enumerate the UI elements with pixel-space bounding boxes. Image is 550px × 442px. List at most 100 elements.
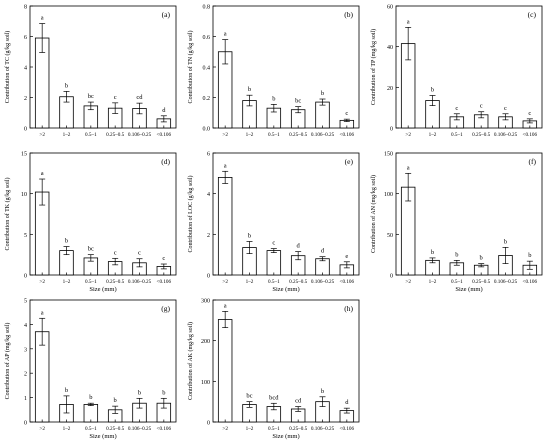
y-axis-label: Contribution of TK (g/kg soil) xyxy=(4,178,11,251)
x-tick-label: >2 xyxy=(222,426,228,432)
y-tick-label: 2 xyxy=(24,96,27,102)
significance-letter: d xyxy=(162,107,166,114)
y-tick-label: 0 xyxy=(207,274,210,280)
x-tick-label: 1–2 xyxy=(246,426,254,432)
y-axis-label: Contribution of AN (mg/kg soil) xyxy=(370,175,377,253)
x-tick-label: 0.5–1 xyxy=(451,279,463,285)
x-tick-label: 0.25–0.5 xyxy=(472,132,491,138)
x-tick-label: 1–2 xyxy=(429,132,437,138)
y-tick-label: 0.8 xyxy=(203,5,211,11)
x-tick-label: >2 xyxy=(405,279,411,285)
significance-letter: bc xyxy=(88,246,94,253)
x-tick-label: <0.106 xyxy=(523,132,538,138)
significance-letter: e xyxy=(345,253,348,260)
significance-letter: b xyxy=(455,251,458,258)
significance-letter: c xyxy=(162,255,165,262)
x-tick-label: <0.106 xyxy=(157,132,172,138)
panel-label: (g) xyxy=(161,304,170,313)
x-tick-label: <0.106 xyxy=(340,426,355,432)
significance-letter: c xyxy=(480,103,483,110)
y-tick-label: 4 xyxy=(207,192,210,198)
y-tick-label: 200 xyxy=(201,339,210,345)
y-tick-label: 2 xyxy=(24,372,27,378)
x-axis-label: Size (mm) xyxy=(272,433,299,440)
panel-ak: 0 100 200 300 a >2 bc 1–2 bcd 0.5–1 cd 0.25–0.5 b 0.1… xyxy=(187,299,360,440)
panel-tp: 0 20 40 60 a >2 b 1–2 c 0.5–1 c 0.25–0.5 c 0.106–0.25… xyxy=(370,5,543,138)
significance-letter: c xyxy=(455,105,458,112)
x-tick-label: 1–2 xyxy=(63,279,71,285)
significance-letter: b xyxy=(480,255,483,262)
significance-letter: c xyxy=(504,105,507,112)
y-tick-label: 0 xyxy=(24,274,27,280)
y-axis-label: Contribution of AP (mg/kg soil) xyxy=(4,323,11,400)
significance-letter: b xyxy=(89,394,92,401)
y-tick-label: 6 xyxy=(207,152,210,158)
bar xyxy=(217,176,233,276)
panel-label: (e) xyxy=(345,157,354,166)
x-tick-label: 0.25–0.5 xyxy=(106,279,125,285)
panel-tc: 0 2 4 6 8 a >2 b 1–2 bc 0.5–1 c 0.25–0.5 cd 0.106–0.25… xyxy=(4,5,177,138)
x-axis-label: Size (mm) xyxy=(272,286,299,293)
y-tick-label: 0 xyxy=(24,421,27,427)
significance-letter: c xyxy=(114,94,117,101)
x-tick-label: 1–2 xyxy=(63,426,71,432)
significance-letter: d xyxy=(321,248,325,255)
x-tick-label: <0.106 xyxy=(157,279,172,285)
plot-frame xyxy=(212,5,360,129)
x-tick-label: 0.5–1 xyxy=(451,132,463,138)
y-tick-label: 150 xyxy=(384,152,393,158)
plot-frame xyxy=(395,152,543,276)
significance-letter: a xyxy=(224,162,227,169)
y-tick-label: 2 xyxy=(207,233,210,239)
x-tick-label: 0.5–1 xyxy=(85,132,97,138)
x-tick-label: <0.106 xyxy=(523,279,538,285)
significance-letter: c xyxy=(528,110,531,117)
x-tick-label: >2 xyxy=(39,279,45,285)
significance-letter: b xyxy=(504,238,507,245)
significance-letter: c xyxy=(345,110,348,117)
x-tick-label: 0.5–1 xyxy=(85,426,97,432)
significance-letter: bc xyxy=(246,393,252,400)
y-tick-label: 300 xyxy=(201,299,210,305)
panel-label: (h) xyxy=(344,304,353,313)
significance-letter: d xyxy=(345,399,349,406)
x-tick-label: 0.25–0.5 xyxy=(289,132,308,138)
y-tick-label: 0 xyxy=(24,127,27,133)
significance-letter: a xyxy=(407,18,410,25)
x-tick-label: >2 xyxy=(39,132,45,138)
significance-letter: b xyxy=(248,232,251,239)
x-tick-label: >2 xyxy=(222,132,228,138)
y-tick-label: 5 xyxy=(24,299,27,305)
x-tick-label: <0.106 xyxy=(340,132,355,138)
significance-letter: c xyxy=(114,249,117,256)
significance-letter: b xyxy=(272,95,275,102)
x-tick-label: 0.106–0.25 xyxy=(128,132,152,138)
x-tick-label: 0.25–0.5 xyxy=(472,279,491,285)
panel-label: (c) xyxy=(528,10,537,19)
x-tick-label: 0.106–0.25 xyxy=(128,279,152,285)
significance-letter: a xyxy=(41,15,44,22)
x-tick-label: 0.106–0.25 xyxy=(311,279,335,285)
x-tick-label: 0.5–1 xyxy=(268,279,280,285)
bar xyxy=(83,404,99,423)
significance-letter: cd xyxy=(295,398,302,405)
panel-tk: 0 5 10 15 a >2 b 1–2 bc 0.5–1 c 0.25–0.5 c 0.106–0.25… xyxy=(4,152,177,293)
plot-frame xyxy=(212,152,360,276)
panel-label: (a) xyxy=(162,10,171,19)
significance-letter: b xyxy=(65,238,68,245)
y-axis-label: Contribution of LOC (g/kg soil) xyxy=(187,176,194,253)
x-axis-label: Size (mm) xyxy=(89,433,116,440)
x-tick-label: 0.25–0.5 xyxy=(106,426,125,432)
panel-an: 0 50 100 150 a >2 b 1–2 b 0.5–1 b 0.25–0.5 b 0.106–0.… xyxy=(370,152,543,293)
significance-letter: cd xyxy=(136,94,143,101)
x-tick-label: <0.106 xyxy=(340,279,355,285)
significance-letter: b xyxy=(431,86,434,93)
x-axis-label: Size (mm) xyxy=(89,286,116,293)
significance-letter: a xyxy=(41,170,44,177)
significance-letter: b xyxy=(65,82,68,89)
plot-frame xyxy=(212,299,360,423)
panel-label: (d) xyxy=(161,157,170,166)
significance-letter: c xyxy=(138,250,141,257)
significance-letter: b xyxy=(162,389,165,396)
